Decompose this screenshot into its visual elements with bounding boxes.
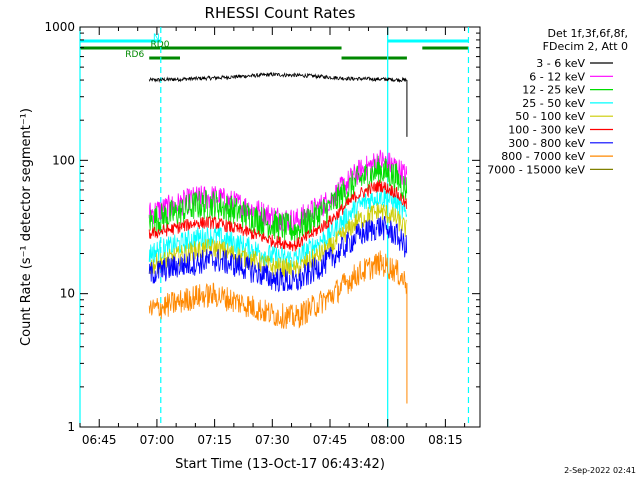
legend-entry-label: 800 - 7000 keV — [501, 150, 585, 163]
axes: 06:45 07:00 07:15 07:30 07:45 08:00 08:15 1 10 10… — [44, 20, 480, 447]
y-tick-label: 1000 — [44, 20, 75, 34]
series-line — [148, 71, 407, 83]
chart-title: RHESSI Count Rates — [205, 4, 356, 22]
series-line — [149, 203, 407, 279]
x-tick-label: 07:00 — [140, 433, 175, 447]
legend-entry-label: 12 - 25 keV — [522, 84, 585, 97]
y-tick-label: 1 — [67, 420, 75, 434]
footer-timestamp: 2-Sep-2022 02:41 — [564, 466, 636, 475]
series-line — [148, 250, 408, 329]
x-tick-label: 08:15 — [428, 433, 463, 447]
series-line — [148, 155, 408, 242]
legend-entry-label: 50 - 100 keV — [515, 110, 585, 123]
legend-header-line-1: Det 1f,3f,6f,8f, — [547, 27, 628, 40]
y-tick-label: 100 — [52, 153, 75, 167]
series-line — [148, 179, 408, 252]
series-group — [148, 71, 408, 404]
legend-entry-label: 6 - 12 keV — [529, 70, 585, 83]
legend-header-line-2: FDecim 2, Att 0 — [543, 40, 628, 53]
x-tick-label: 06:45 — [82, 433, 117, 447]
legend-entry-label: 300 - 800 keV — [508, 137, 585, 150]
legend-entry-label: 25 - 50 keV — [522, 97, 585, 110]
series-line — [148, 215, 408, 293]
series-line — [148, 149, 408, 233]
flag-label-rd0: RD0 — [151, 40, 170, 50]
legend-entry-label: 100 - 300 keV — [508, 124, 585, 137]
x-tick-label: 07:30 — [255, 433, 290, 447]
flag-label-n: N — [153, 33, 160, 43]
flag-label-rd6: RD6 — [125, 50, 144, 60]
legend-entry-label: 3 - 6 keV — [536, 57, 585, 70]
x-tick-label: 07:15 — [197, 433, 232, 447]
legend: Det 1f,3f,6f,8f, FDecim 2, Att 0 3 - 6 k… — [487, 27, 628, 176]
x-tick-label: 08:00 — [370, 433, 405, 447]
y-axis-label: Count Rate (s⁻¹ detector segment⁻¹) — [19, 108, 34, 346]
y-tick-label: 10 — [60, 287, 75, 301]
legend-entry-label: 7000 - 15000 keV — [487, 163, 585, 176]
x-axis-label: Start Time (13-Oct-17 06:43:42) — [175, 457, 385, 472]
x-tick-label: 07:45 — [313, 433, 348, 447]
